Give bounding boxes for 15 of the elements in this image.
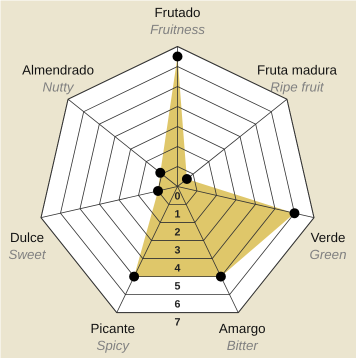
spoke-label: Frutado Fruitness: [150, 5, 206, 37]
y-tick-label: 3: [174, 244, 181, 257]
spoke-label: Fruta madura Ripe fruit: [256, 62, 338, 95]
spoke-label: Picante Spicy: [90, 321, 135, 354]
y-tick-label: 4: [174, 262, 181, 275]
spoke-label: Amargo Bitter: [218, 321, 266, 354]
y-tick-label: 7: [174, 316, 181, 329]
y-tick-label: 5: [174, 280, 181, 293]
spoke-label: Dulce Sweet: [8, 230, 47, 262]
y-tick-label: 2: [174, 226, 181, 239]
y-tick-label: 1: [174, 208, 181, 221]
y-tick-label: 6: [174, 298, 181, 311]
spoke-label: Almendrado Nutty: [22, 62, 94, 95]
y-tick-label: 0: [174, 190, 181, 202]
spoke-label: Verde Green: [309, 230, 347, 262]
